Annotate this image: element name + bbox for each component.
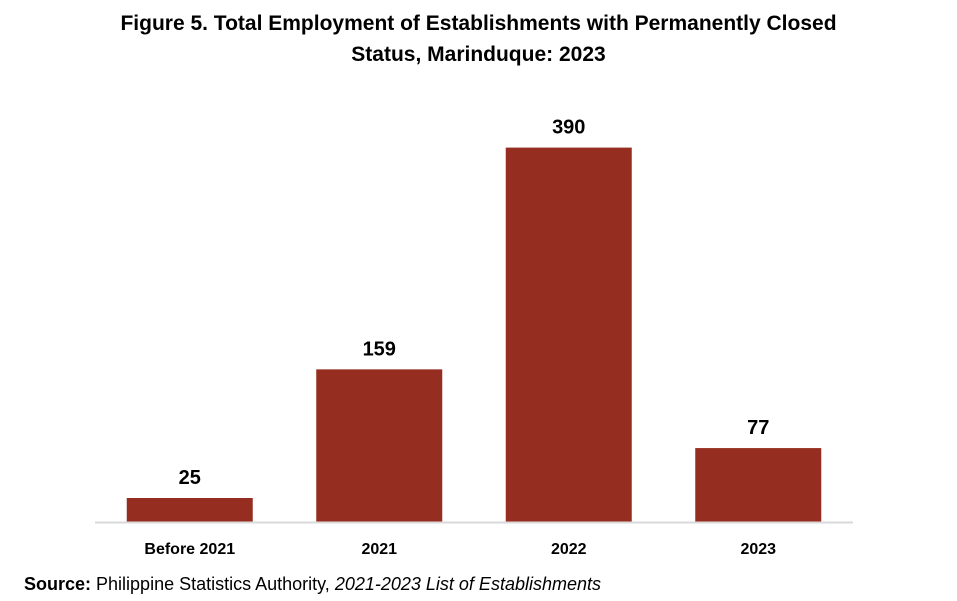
data-label-2: 159 [363, 338, 396, 360]
x-tick-label-1: Before 2021 [144, 541, 235, 558]
data-label-1: 25 [179, 467, 201, 489]
data-label-3: 390 [552, 117, 585, 139]
x-tick-labels-layer: Before 2021 2021 2022 2023 [144, 541, 776, 558]
source-publisher: Philippine Statistics Authority, [91, 574, 335, 594]
x-tick-label-2: 2021 [361, 541, 397, 558]
source-publication: 2021-2023 List of Establishments [334, 574, 601, 594]
source-note: Source: Philippine Statistics Authority,… [24, 574, 601, 595]
x-tick-label-4: 2023 [740, 541, 776, 558]
chart-title-line-1: Figure 5. Total Employment of Establishm… [120, 12, 837, 35]
bar-4 [695, 448, 822, 522]
bar-1 [126, 498, 253, 522]
data-label-4: 77 [747, 417, 769, 439]
source-label: Source: [24, 574, 92, 594]
bar-2 [316, 369, 443, 522]
bars-layer [126, 147, 822, 522]
x-tick-label-3: 2022 [551, 541, 587, 558]
chart-title-line-2: Status, Marinduque: 2023 [351, 43, 606, 66]
value-labels-layer: 25 159 390 77 [179, 117, 770, 489]
chart-title: Figure 5. Total Employment of Establishm… [0, 8, 957, 70]
bar-3 [505, 147, 632, 522]
